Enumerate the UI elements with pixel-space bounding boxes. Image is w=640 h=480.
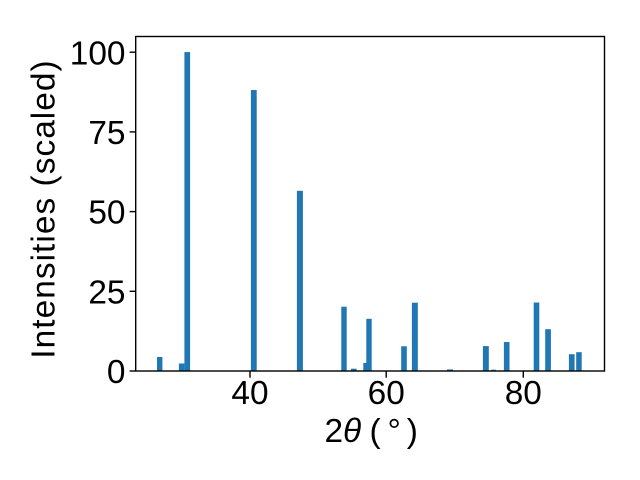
svg-text:2: 2 [325,413,344,450]
svg-text:100: 100 [70,35,126,72]
svg-text:(: ( [370,413,381,450]
svg-text:40: 40 [231,375,268,412]
svg-text:80: 80 [505,375,542,412]
svg-text:75: 75 [88,115,125,152]
svg-text:25: 25 [88,274,125,311]
svg-text:0: 0 [107,354,126,391]
svg-text:θ: θ [343,413,361,450]
svg-text:°: ° [388,413,401,450]
svg-text:60: 60 [368,375,405,412]
svg-text:): ) [407,413,418,450]
svg-text:50: 50 [88,195,125,232]
svg-text:Intensities (scaled): Intensities (scaled) [26,59,63,358]
